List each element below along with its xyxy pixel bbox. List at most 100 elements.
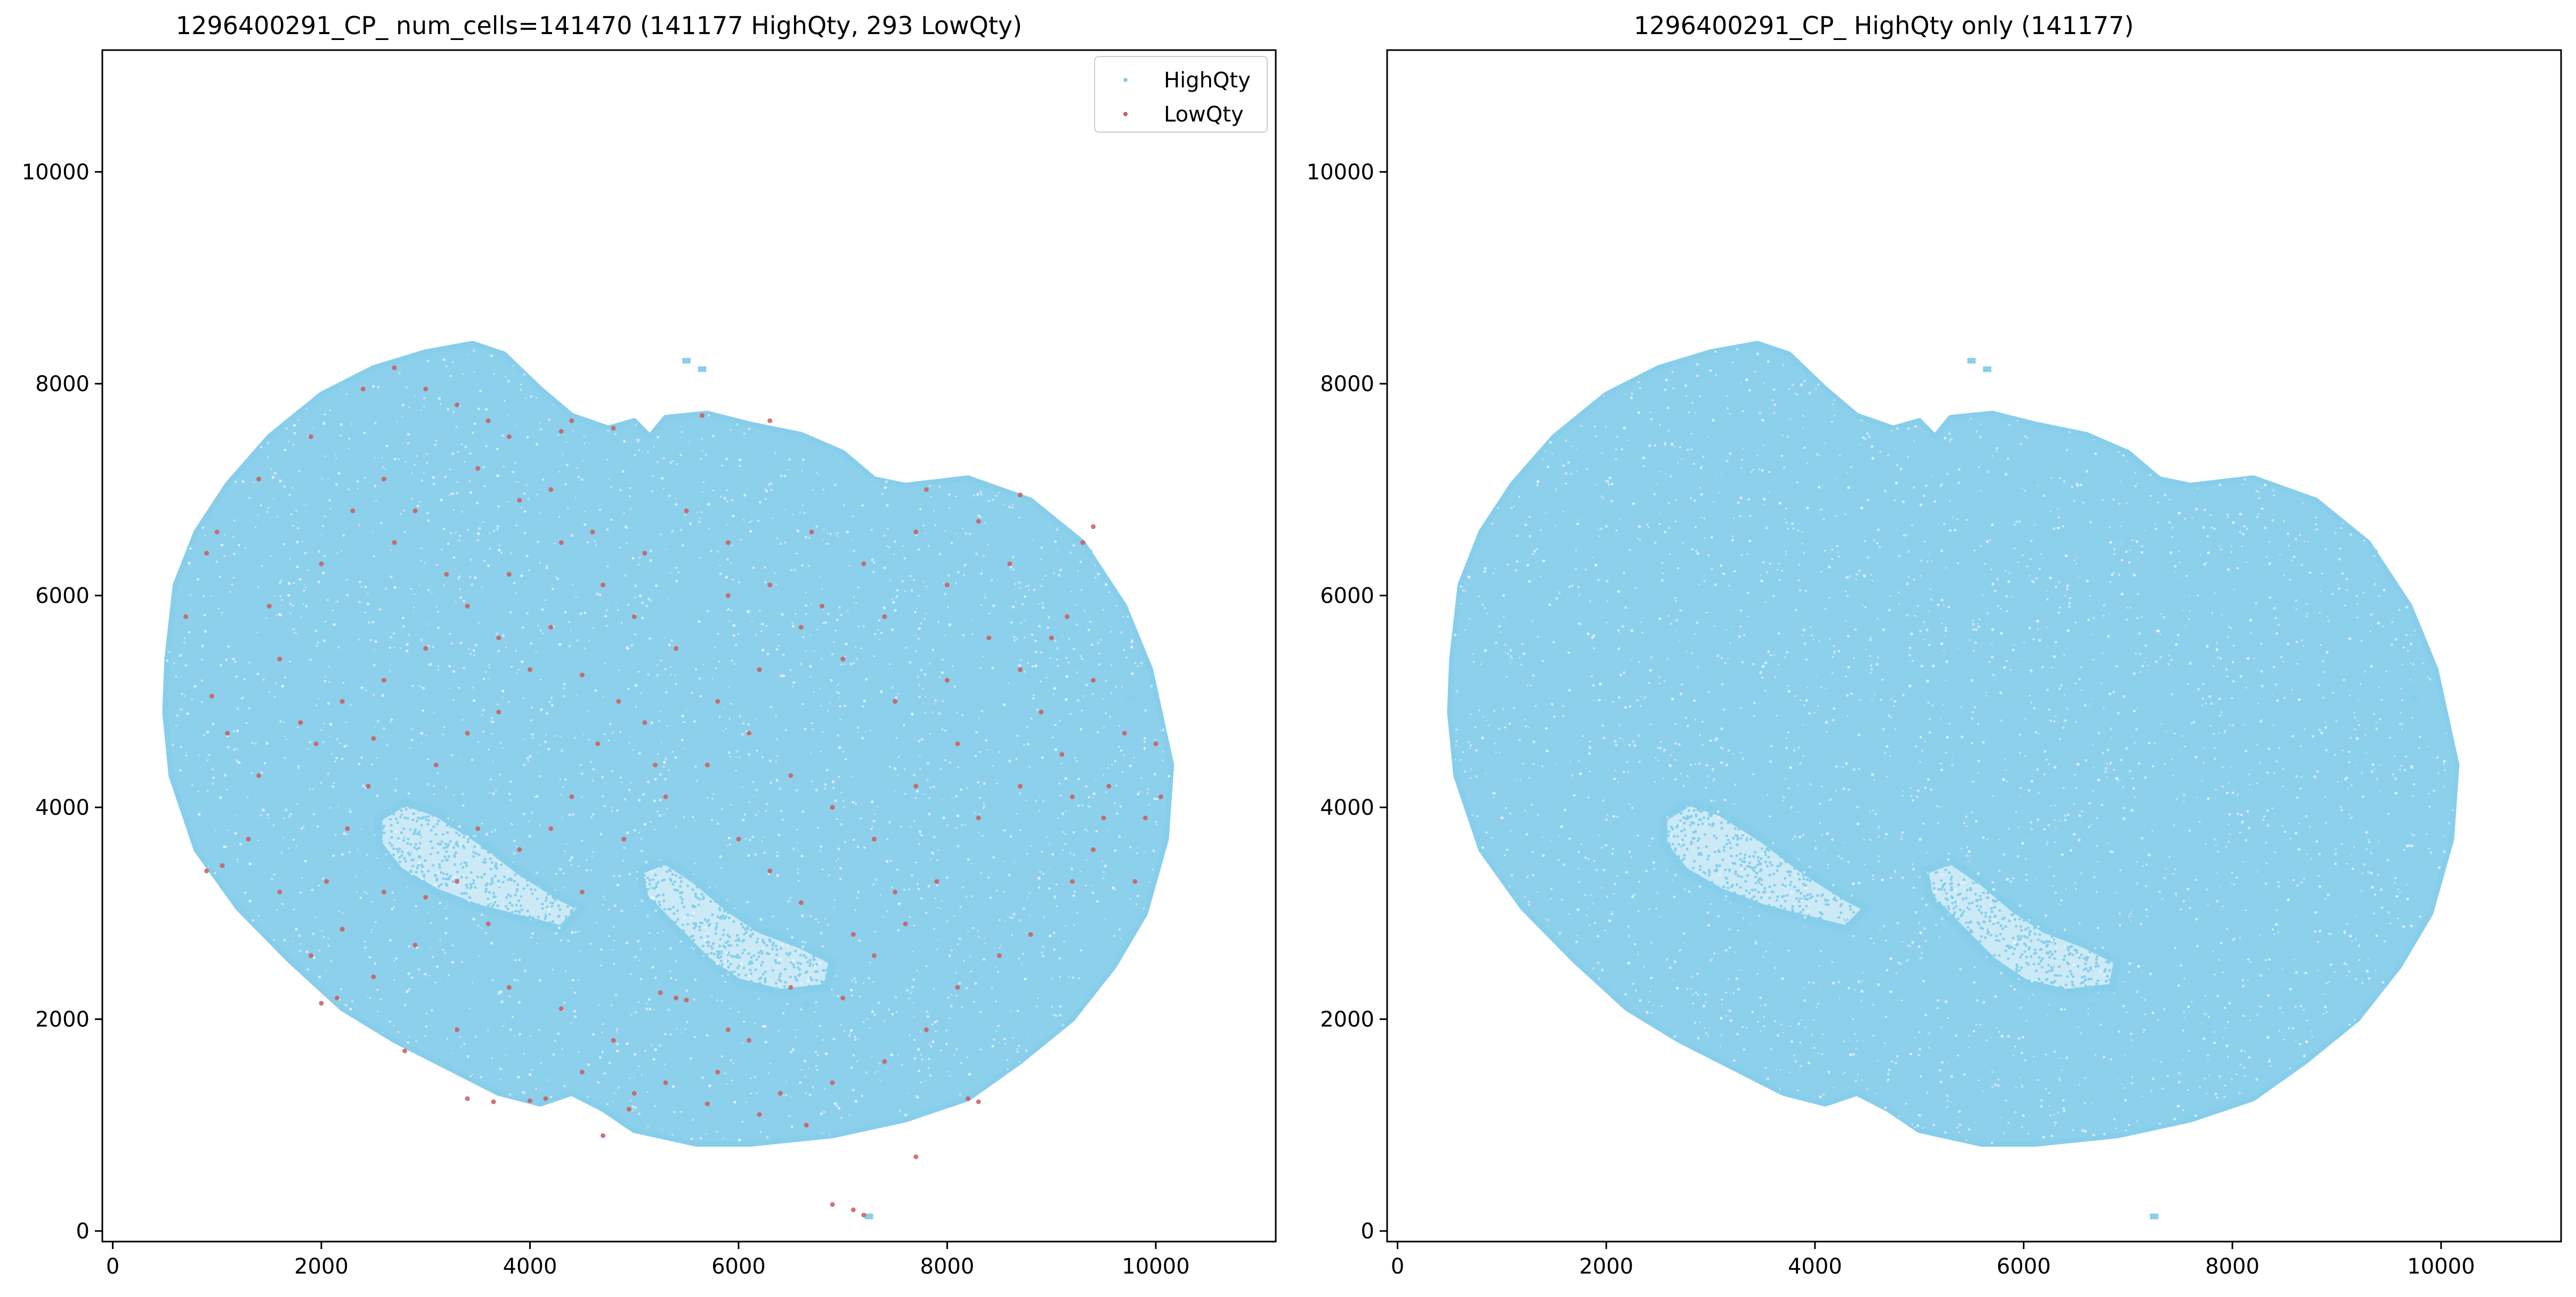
cell-gap — [641, 617, 644, 620]
highqty-point — [1927, 891, 1931, 895]
cell-gap — [809, 915, 812, 918]
cell-gap — [684, 1028, 686, 1030]
lowqty-point — [569, 794, 574, 799]
cell-gap — [979, 491, 982, 493]
cell-gap — [800, 855, 804, 858]
cell-gap — [293, 443, 295, 445]
cell-gap — [517, 669, 520, 671]
cell-gap — [664, 668, 667, 671]
cell-gap — [1012, 1037, 1014, 1039]
cell-gap — [928, 813, 931, 816]
highqty-point — [431, 846, 434, 849]
cell-gap — [393, 586, 396, 589]
highqty-point — [1734, 872, 1738, 876]
cell-gap — [256, 631, 258, 634]
cell-gap — [1091, 891, 1095, 895]
highqty-point — [2034, 948, 2037, 952]
cell-gap — [999, 919, 1001, 921]
cell-gap — [2239, 513, 2242, 516]
cell-gap — [654, 584, 658, 587]
cell-gap — [925, 585, 928, 588]
cell-gap — [1759, 671, 1762, 674]
cell-gap — [236, 729, 239, 732]
cell-gap — [822, 539, 824, 541]
cell-gap — [349, 808, 351, 810]
cell-gap — [805, 604, 807, 607]
cell-gap — [1105, 680, 1107, 682]
lowqty-point — [371, 736, 376, 741]
cell-gap — [1919, 503, 1923, 507]
cell-gap — [2356, 764, 2358, 766]
cell-gap — [837, 995, 839, 998]
lowqty-point — [455, 1027, 459, 1032]
highqty-point — [2001, 964, 2004, 968]
cell-gap — [451, 361, 453, 363]
highqty-point — [658, 901, 661, 904]
cell-gap — [540, 678, 541, 680]
highqty-point — [1993, 954, 1996, 957]
highqty-point — [718, 944, 722, 947]
highqty-point — [787, 954, 790, 957]
cell-gap — [937, 939, 939, 941]
cell-gap — [661, 1129, 662, 1131]
cell-gap — [920, 737, 924, 741]
highqty-point — [2026, 919, 2029, 922]
cell-gap — [726, 500, 728, 503]
highqty-point — [455, 851, 458, 854]
cell-gap — [888, 766, 891, 768]
highqty-point — [1966, 888, 1969, 891]
cell-gap — [1039, 870, 1042, 873]
cell-gap — [904, 646, 908, 650]
cell-gap — [638, 752, 641, 755]
cell-gap — [334, 453, 336, 455]
cell-gap — [451, 944, 455, 947]
cell-gap — [609, 723, 612, 726]
cell-gap — [291, 487, 294, 489]
cell-gap — [762, 1025, 765, 1028]
lowqty-point — [1018, 783, 1023, 789]
cell-gap — [611, 810, 613, 812]
cell-gap — [575, 906, 577, 908]
cell-gap — [2401, 663, 2403, 666]
highqty-point — [1683, 822, 1686, 825]
cell-gap — [704, 933, 706, 935]
highqty-point — [697, 903, 700, 906]
highqty-point — [455, 831, 458, 834]
highqty-point — [2022, 919, 2026, 922]
cell-gap — [385, 444, 388, 447]
cell-gap — [2261, 507, 2264, 510]
cell-gap — [212, 782, 214, 785]
cell-gap — [1065, 656, 1068, 659]
cell-gap — [732, 634, 735, 637]
cell-gap — [1003, 829, 1006, 832]
cell-gap — [2273, 666, 2275, 668]
highqty-point — [682, 905, 685, 909]
cell-gap — [971, 633, 974, 636]
cell-gap — [2379, 764, 2381, 766]
highqty-point — [1697, 823, 1700, 826]
cell-gap — [641, 899, 644, 903]
cell-gap — [512, 1016, 514, 1018]
cell-gap — [401, 836, 404, 839]
cell-gap — [1081, 804, 1084, 807]
highqty-point — [517, 899, 521, 902]
cell-gap — [684, 514, 686, 516]
cell-gap — [447, 542, 450, 545]
cell-gap — [1602, 497, 1604, 499]
cell-gap — [1545, 749, 1549, 752]
cell-gap — [654, 1048, 657, 1051]
cell-gap — [690, 1138, 693, 1140]
cell-gap — [1026, 726, 1028, 728]
cell-gap — [2215, 844, 2217, 846]
cell-gap — [2381, 625, 2384, 627]
cell-gap — [492, 530, 496, 532]
cell-gap — [1011, 605, 1015, 609]
cell-gap — [343, 832, 346, 836]
cell-gap — [918, 684, 920, 687]
highqty-point — [733, 970, 736, 974]
cell-gap — [853, 977, 856, 980]
cell-gap — [273, 939, 276, 941]
cell-gap — [1991, 795, 1994, 797]
cell-gap — [335, 757, 338, 759]
highqty-point — [735, 955, 739, 959]
